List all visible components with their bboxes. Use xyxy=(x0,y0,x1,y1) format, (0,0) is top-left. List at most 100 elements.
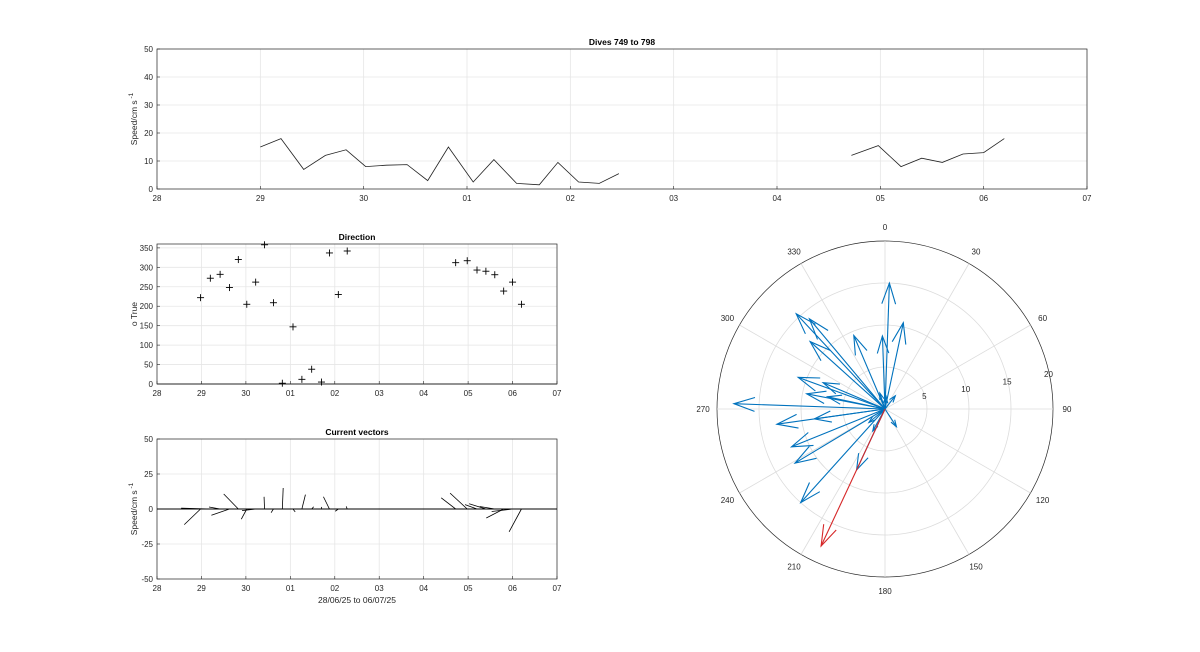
compass-arrow-head xyxy=(881,281,897,305)
current-vector-stick xyxy=(223,493,239,510)
compass-arrow-shaft xyxy=(808,318,886,410)
direction-point xyxy=(343,247,351,255)
direction-point xyxy=(334,291,342,299)
vectors-axes: 28 29 30 01 02 03 04 05 06 07 -50 -25 0 25 50 Current v… xyxy=(128,427,562,605)
compass-arrow-shaft xyxy=(879,392,886,410)
speed-axes: 28 29 30 01 02 03 04 05 06 07 0 10 20 30 40 50 Dives 749… xyxy=(128,37,1092,203)
direction-point xyxy=(473,266,481,274)
direction-xtick-label: 30 xyxy=(241,389,250,398)
current-vector-stick xyxy=(345,506,348,510)
speed-title: Dives 749 to 798 xyxy=(589,37,655,47)
direction-ytick-label: 50 xyxy=(144,361,153,370)
compass-arrow-shaft xyxy=(881,335,886,410)
compass-arrow-shaft xyxy=(795,313,886,410)
vectors-xtick-label: 07 xyxy=(553,584,562,593)
compass-arrow-shaft xyxy=(800,408,886,504)
direction-point xyxy=(216,270,224,278)
speed-xtick-label: 05 xyxy=(876,194,885,203)
compass-arrow-shaft xyxy=(822,382,886,410)
speed-ytick-label: 40 xyxy=(144,73,153,82)
direction-xtick-label: 29 xyxy=(197,389,206,398)
direction-point xyxy=(463,257,471,265)
compass-ring-label: 15 xyxy=(1003,377,1012,386)
compass-arrow-head xyxy=(808,317,829,340)
current-vector-stick xyxy=(311,506,314,510)
vectors-xtick-label: 02 xyxy=(330,584,339,593)
speed-line-segment-2 xyxy=(851,138,1005,168)
compass-arrow-shaft xyxy=(797,376,886,410)
direction-point xyxy=(206,274,214,282)
direction-point xyxy=(269,299,277,307)
compass-arrow xyxy=(884,408,898,429)
compass-arrow-latest xyxy=(820,408,886,548)
direction-ylabel-text: o True xyxy=(129,302,139,326)
compass-arrow-head xyxy=(793,446,817,464)
speed-xtick-label: 06 xyxy=(979,194,988,203)
compass-arrow-head xyxy=(891,320,907,345)
compass-arrow-latest-head xyxy=(820,524,837,548)
compass-angle-label: 180 xyxy=(878,587,892,596)
direction-xtick-label: 06 xyxy=(508,389,517,398)
direction-point xyxy=(243,300,251,308)
direction-point xyxy=(298,375,306,383)
compass-arrow xyxy=(796,376,886,410)
current-vector-stick xyxy=(211,508,230,516)
compass-arrow-head xyxy=(890,419,898,429)
compass-arrow xyxy=(884,320,907,410)
vectors-xtick-label: 29 xyxy=(197,584,206,593)
direction-axes: 28 29 30 01 02 03 04 05 06 07 0 50 100 150 200 250 300 35… xyxy=(129,232,562,398)
vectors-ytick-label: -50 xyxy=(141,575,153,584)
compass-arrow-shaft xyxy=(884,322,904,410)
compass-arrow xyxy=(882,394,889,410)
speed-xtick-label: 04 xyxy=(773,194,782,203)
compass-arrow-head xyxy=(825,394,843,405)
direction-ytick-label: 100 xyxy=(140,341,154,350)
vectors-xtick-label: 03 xyxy=(375,584,384,593)
speed-xtick-label: 07 xyxy=(1083,194,1092,203)
speed-xtick-label: 01 xyxy=(463,194,472,203)
compass-arrow-shaft xyxy=(791,408,886,448)
vectors-ylabel: Speed/cm s -1 xyxy=(128,482,139,535)
compass-ring-label: 20 xyxy=(1044,370,1053,379)
compass-arrow-shaft xyxy=(884,395,896,410)
compass-arrow-head xyxy=(789,432,814,448)
compass-arrow xyxy=(795,312,886,410)
direction-point xyxy=(234,256,242,264)
speed-ytick-label: 30 xyxy=(144,101,153,110)
current-vector-stick xyxy=(479,506,495,510)
direction-point xyxy=(317,378,325,386)
speed-ylabel-text: Speed/cm s xyxy=(129,100,139,145)
direction-xtick-label: 02 xyxy=(330,389,339,398)
current-vector-stick xyxy=(508,508,522,533)
compass-spoke xyxy=(739,324,886,410)
compass-arrow-head xyxy=(808,340,831,361)
current-vector-stick xyxy=(183,508,201,525)
direction-point xyxy=(252,278,260,286)
compass-angle-label: 120 xyxy=(1036,496,1050,505)
direction-xtick-label: 03 xyxy=(375,389,384,398)
current-vector-stick xyxy=(240,508,248,520)
compass-angle-label: 210 xyxy=(787,563,801,572)
compass-arrow xyxy=(808,340,886,410)
direction-point xyxy=(261,241,269,249)
compass-arrow-head xyxy=(882,394,889,404)
speed-xtick-label: 29 xyxy=(256,194,265,203)
current-vector-stick xyxy=(464,504,478,510)
vectors-xtick-label: 28 xyxy=(153,584,162,593)
compass-arrow xyxy=(879,391,886,410)
vectors-title: Current vectors xyxy=(325,427,389,437)
current-vector-stick xyxy=(334,508,339,512)
compass-spoke xyxy=(884,263,970,410)
compass-arrow xyxy=(732,396,886,412)
compass-arrow-shaft xyxy=(809,341,886,410)
direction-xtick-label: 04 xyxy=(419,389,428,398)
vectors-xtick-label: 06 xyxy=(508,584,517,593)
current-vector-stick xyxy=(241,508,256,512)
direction-ytick-label: 0 xyxy=(149,380,154,389)
speed-ylabel-superscript: -1 xyxy=(128,92,135,100)
vectors-xtick-label: 01 xyxy=(286,584,295,593)
direction-xtick-label: 28 xyxy=(153,389,162,398)
direction-point xyxy=(517,300,525,308)
direction-point xyxy=(289,323,297,331)
compass-angle-label: 300 xyxy=(721,314,735,323)
